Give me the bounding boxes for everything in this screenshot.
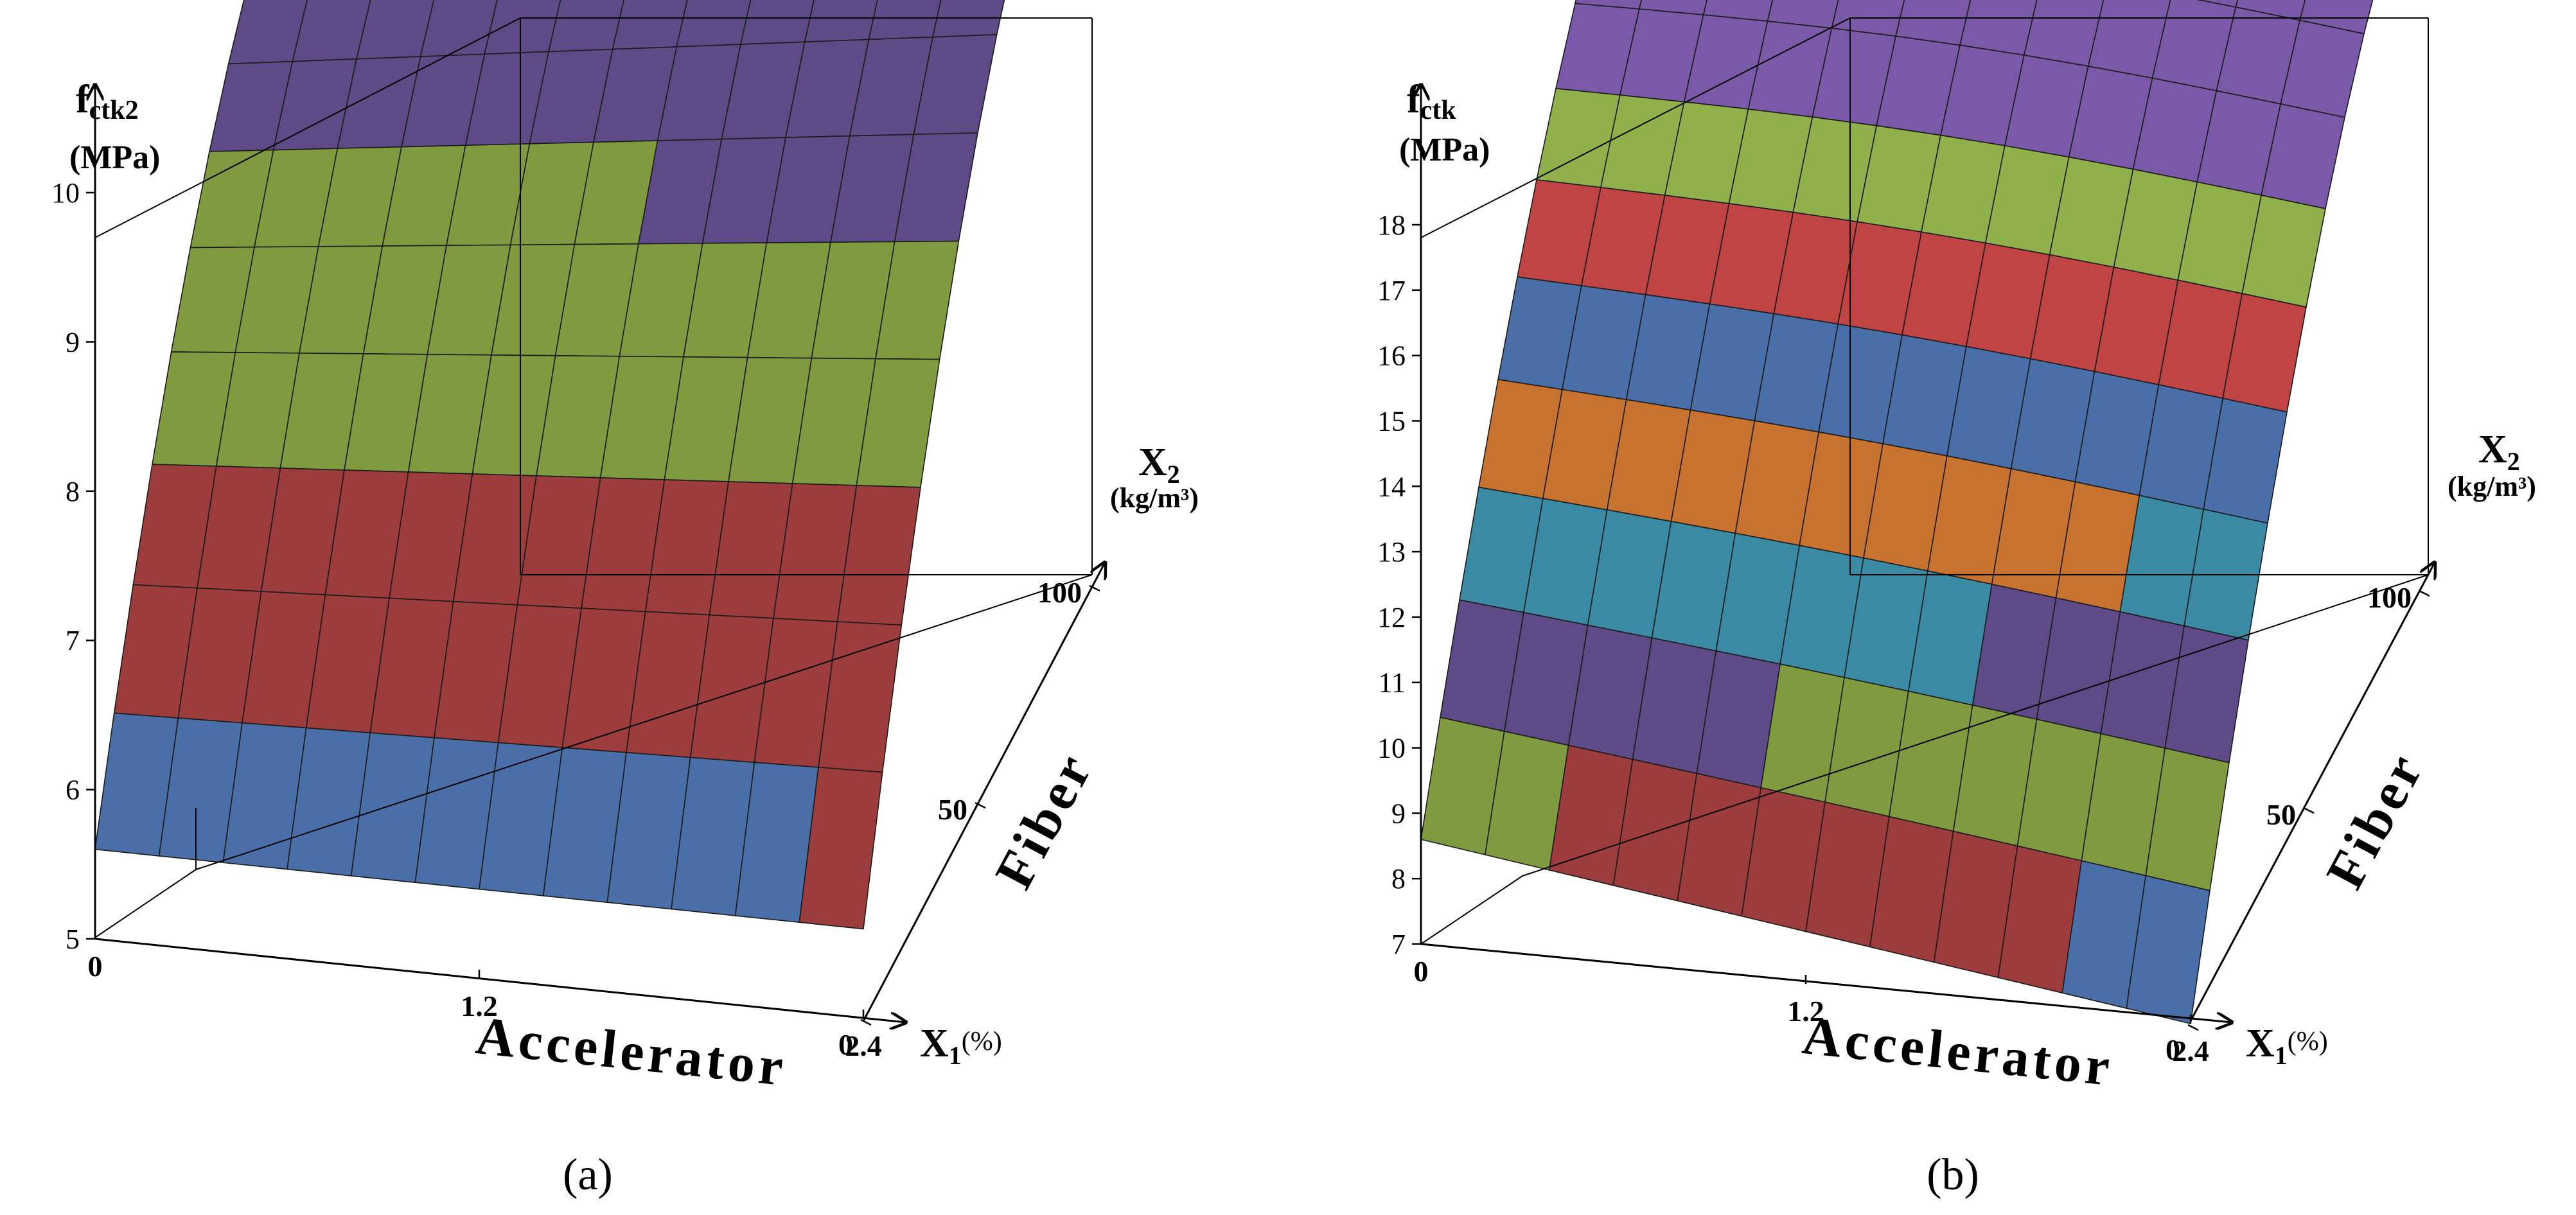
- z-tick-label: 18: [1377, 209, 1406, 241]
- y-tick-mark: [2303, 807, 2315, 814]
- chart-a: 5 6 7 8 9 10 0 1.2 2.4 0 50 100 fctk2 (MPa) Accel…: [51, 0, 1199, 1200]
- z-tick-label: 7: [1391, 929, 1406, 960]
- z-tick-label: 16: [1377, 340, 1406, 372]
- box-edge: [94, 17, 521, 238]
- y-tick-label: 100: [2367, 581, 2412, 614]
- y-tick-mark: [860, 1018, 872, 1026]
- y-axis-symbol-b: X2: [2478, 428, 2520, 476]
- y-tick-mark: [975, 801, 986, 809]
- x-tick-label: 2.4: [2172, 1035, 2209, 1067]
- x-axis-symbol-b: X1(%): [2246, 1022, 2328, 1070]
- z-tick-label: 12: [1377, 602, 1406, 633]
- y-axis-b: [2189, 563, 2435, 1022]
- y-tick-label: 50: [938, 793, 967, 826]
- surface-cell: [798, 767, 883, 930]
- chart-b: 7 8 9 10 11 12 13 14 15 16 17 18 0 1.2 2.4 0 50 100 fct…: [1377, 0, 2536, 1200]
- z-tick-label: 13: [1377, 536, 1406, 568]
- y-tick-label: 0: [2166, 1033, 2180, 1066]
- z-tick-label: 17: [1377, 275, 1406, 306]
- y-axis-name-b: Fiber: [2315, 742, 2436, 898]
- z-tick-label: 6: [66, 774, 80, 806]
- z-tick-label: 9: [66, 326, 80, 358]
- z-tick-label: 10: [1377, 733, 1406, 764]
- z-tick-label: 15: [1377, 405, 1406, 437]
- z-ticks-b: 7 8 9 10 11 12 13 14 15 16 17 18: [1377, 209, 1421, 960]
- box-edge: [1522, 574, 2429, 877]
- y-axis-unit-b: (kg/m³): [2448, 471, 2536, 502]
- y-ticks-b: 0 50 100: [2166, 581, 2430, 1066]
- y-tick-mark: [2187, 1024, 2199, 1031]
- y-ticks-a: 0 50 100: [838, 576, 1100, 1061]
- panel-label-b: (b): [1927, 1150, 1979, 1200]
- x-tick-label: 2.4: [845, 1029, 882, 1062]
- z-axis-unit-a: (MPa): [69, 139, 160, 176]
- box-edge: [1420, 875, 1523, 945]
- y-axis-unit-a: (kg/m³): [1110, 482, 1199, 514]
- z-axis-unit-b: (MPa): [1399, 132, 1490, 168]
- x-axis-name-a: Accelerator: [473, 1006, 790, 1097]
- z-tick-label: 8: [1391, 863, 1406, 895]
- z-tick-label: 8: [66, 476, 80, 507]
- box-edge: [195, 574, 1093, 870]
- x-ticks-a: 0 1.2 2.4: [88, 930, 882, 1062]
- z-tick-label: 11: [1379, 667, 1406, 699]
- y-tick-mark: [2419, 590, 2430, 597]
- x-tick-label: 1.2: [461, 990, 498, 1022]
- y-tick-label: 100: [1037, 576, 1082, 609]
- x-tick-label: 0: [88, 950, 103, 983]
- y-axis-name-a: Fiber: [984, 742, 1105, 898]
- z-ticks-a: 5 6 7 8 9 10: [51, 177, 95, 955]
- x-axis-symbol-a: X1(%): [920, 1022, 1002, 1070]
- y-axis-symbol-a: X2: [1138, 441, 1180, 489]
- x-axis-a: [94, 938, 906, 1022]
- x-tick-label: 0: [1414, 955, 1429, 988]
- z-tick-label: 10: [51, 177, 80, 209]
- x-axis-name-b: Accelerator: [1800, 1006, 2117, 1097]
- surface-cell: [2126, 875, 2210, 1024]
- z-tick-label: 7: [66, 625, 80, 656]
- box-edge: [1420, 17, 1851, 238]
- z-tick-label: 5: [66, 923, 80, 955]
- box-edge: [94, 869, 197, 938]
- surface-b: [1420, 0, 2374, 1024]
- y-axis-a: [862, 563, 1105, 1022]
- z-axis-label-a: fctk2: [76, 78, 139, 125]
- x-ticks-b: 0 1.2 2.4: [1414, 935, 2209, 1067]
- x-axis-b: [1420, 943, 2232, 1022]
- y-tick-label: 0: [838, 1028, 853, 1061]
- y-tick-mark: [1089, 584, 1100, 592]
- z-axis-label-b: fctk: [1407, 78, 1456, 125]
- surface-a: [94, 0, 1005, 930]
- z-tick-label: 9: [1391, 798, 1406, 829]
- panel-label-a: (a): [563, 1150, 613, 1200]
- y-tick-label: 50: [2266, 798, 2296, 831]
- x-tick-label: 1.2: [1787, 995, 1824, 1027]
- z-tick-label: 14: [1377, 471, 1406, 502]
